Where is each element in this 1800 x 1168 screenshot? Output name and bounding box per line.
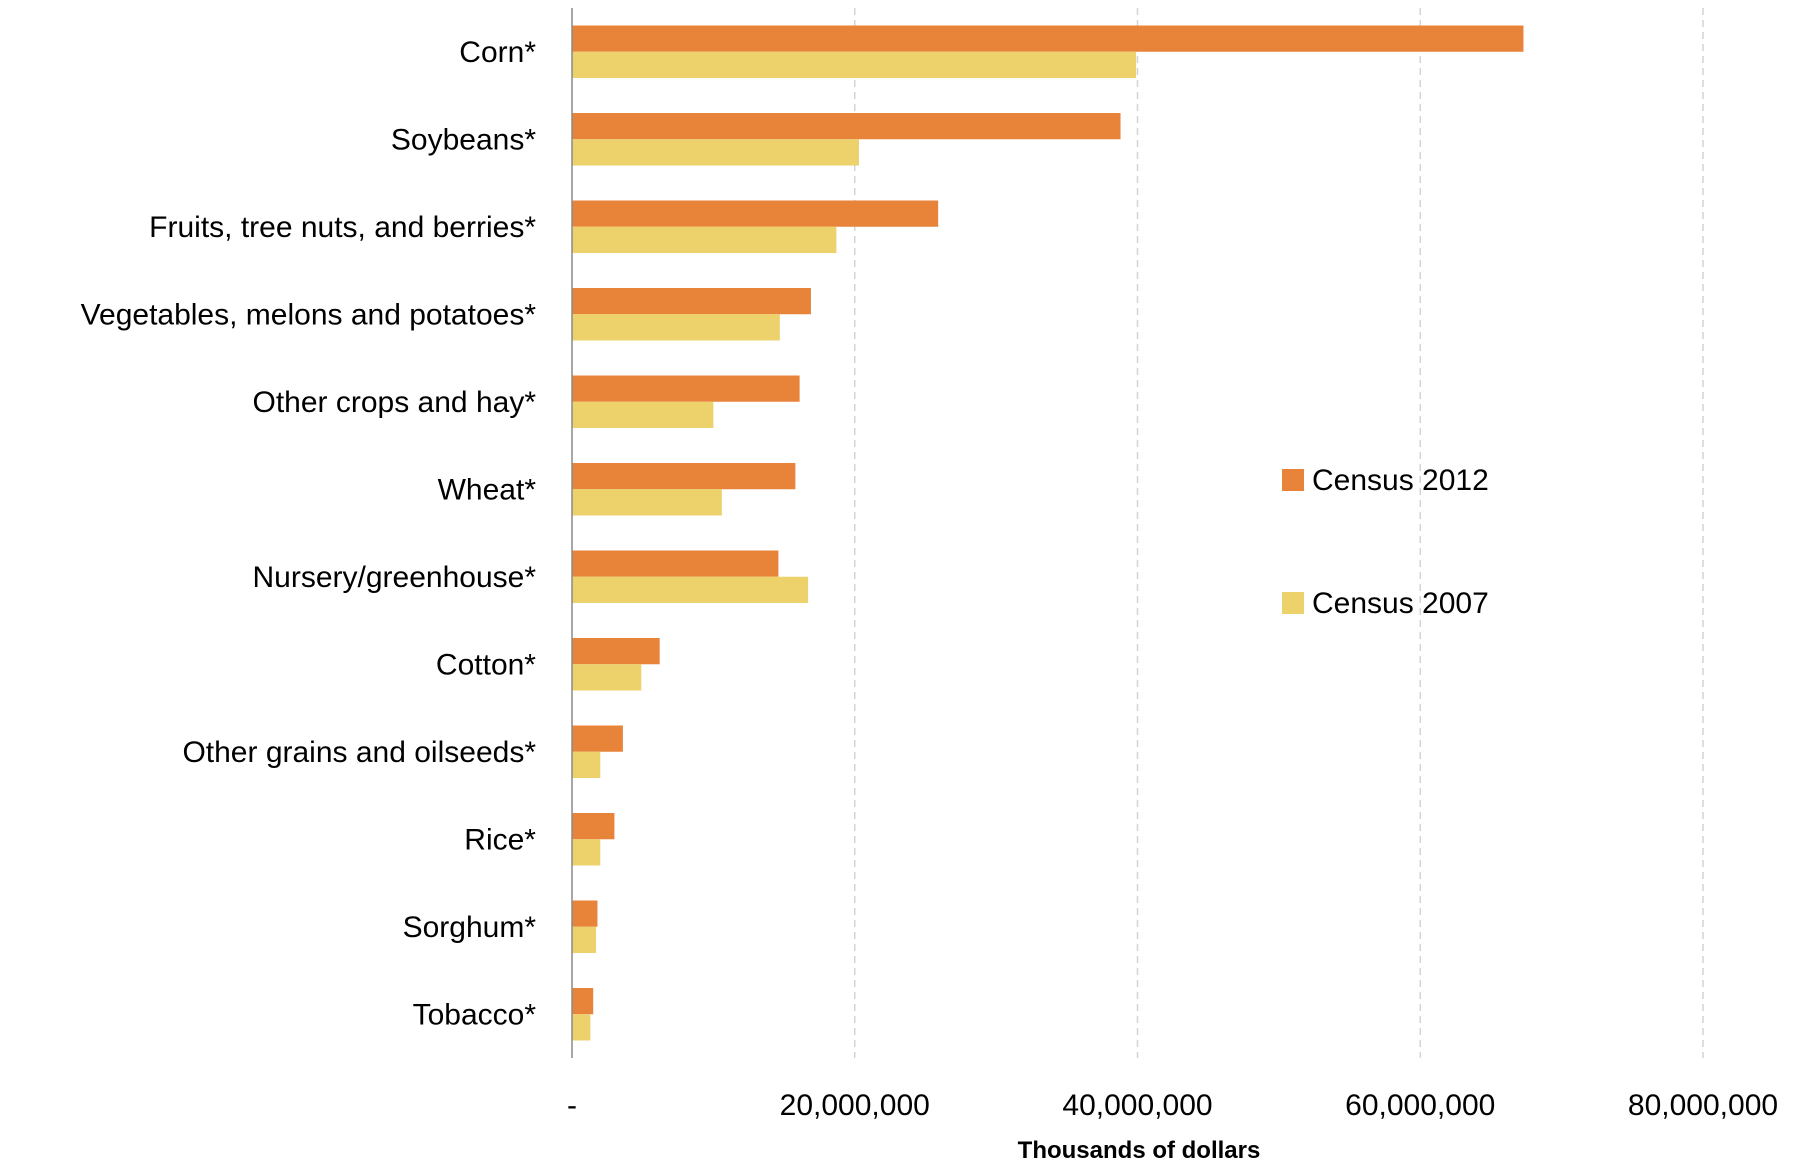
legend-label: Census 2007 bbox=[1312, 587, 1489, 620]
legend-swatch bbox=[1282, 469, 1304, 491]
category-label: Cotton* bbox=[436, 648, 536, 681]
category-label: Corn* bbox=[459, 36, 536, 69]
bar-2007 bbox=[572, 139, 859, 166]
bar-2007 bbox=[572, 926, 597, 953]
bar-2007 bbox=[572, 751, 601, 778]
bar-2007 bbox=[572, 401, 714, 428]
category-labels: Corn* Soybeans* Fruits, tree nuts, and ber… bbox=[81, 36, 537, 1032]
category-label: Fruits, tree nuts, and berries* bbox=[149, 211, 536, 244]
bar-2012 bbox=[572, 288, 811, 315]
category-label: Soybeans* bbox=[391, 123, 536, 156]
x-tick-label: 40,000,000 bbox=[1062, 1089, 1212, 1122]
legend-label: Census 2012 bbox=[1312, 464, 1489, 497]
bar-2012 bbox=[572, 463, 796, 490]
category-label: Tobacco* bbox=[413, 998, 537, 1031]
bar-2007 bbox=[572, 226, 837, 253]
bar-2012 bbox=[572, 550, 779, 577]
bar-2012 bbox=[572, 813, 615, 840]
bar-2007 bbox=[572, 314, 780, 341]
bar-2012 bbox=[572, 988, 594, 1015]
gridlines bbox=[854, 8, 1704, 1058]
category-label: Rice* bbox=[464, 823, 536, 856]
bar-2007 bbox=[572, 839, 601, 866]
x-tick-label: 80,000,000 bbox=[1628, 1089, 1778, 1122]
legend: Census 2012 Census 2007 bbox=[1282, 464, 1489, 620]
bar-2012 bbox=[572, 200, 939, 227]
legend-swatch bbox=[1282, 592, 1304, 614]
x-tick-label: 20,000,000 bbox=[780, 1089, 930, 1122]
category-label: Other crops and hay* bbox=[253, 386, 537, 419]
category-label: Vegetables, melons and potatoes* bbox=[81, 298, 537, 331]
bar-2007 bbox=[572, 664, 642, 691]
x-tick-label: 60,000,000 bbox=[1345, 1089, 1495, 1122]
bar-2012 bbox=[572, 25, 1524, 52]
x-tick-labels: - 20,000,000 40,000,000 60,000,000 80,000,00… bbox=[567, 1089, 1778, 1122]
bars bbox=[572, 25, 1524, 1041]
category-label: Nursery/greenhouse* bbox=[253, 561, 537, 594]
category-label: Other grains and oilseeds* bbox=[182, 736, 536, 769]
bar-2012 bbox=[572, 638, 660, 665]
bar-2007 bbox=[572, 489, 722, 516]
x-tick-label: - bbox=[567, 1089, 577, 1122]
bar-2012 bbox=[572, 900, 598, 927]
bar-2012 bbox=[572, 113, 1121, 140]
bar-2007 bbox=[572, 1014, 591, 1041]
x-axis-title: Thousands of dollars bbox=[1018, 1137, 1261, 1164]
bar-2012 bbox=[572, 375, 800, 402]
category-label: Wheat* bbox=[438, 473, 537, 506]
bar-2012 bbox=[572, 725, 623, 752]
bar-2007 bbox=[572, 576, 809, 603]
category-label: Sorghum* bbox=[403, 911, 537, 944]
bar-2007 bbox=[572, 51, 1137, 78]
